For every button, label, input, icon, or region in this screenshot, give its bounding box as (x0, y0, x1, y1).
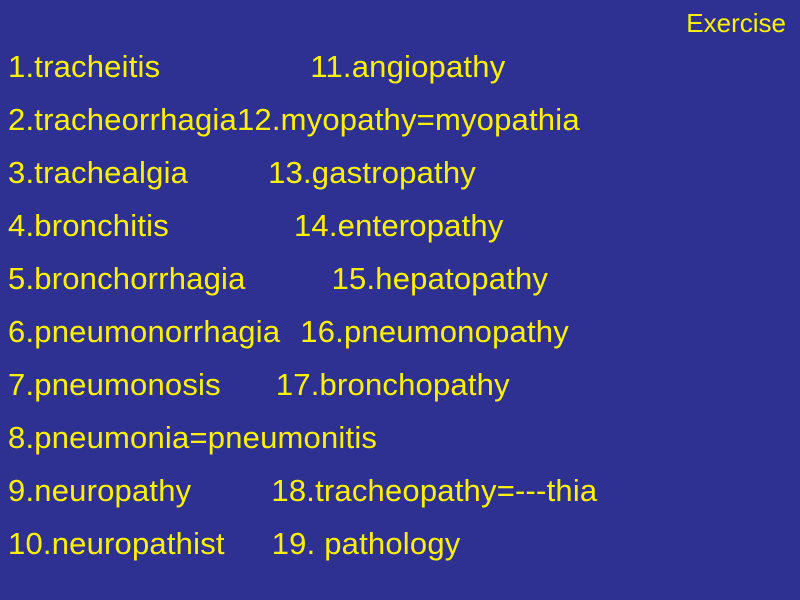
list-row: 7.pneumonosis17.bronchopathy (8, 358, 800, 411)
term-right: 13.gastropathy (268, 146, 476, 199)
list-row: 1.tracheitis11.angiopathy (8, 40, 800, 93)
term-right: 12.myopathy=myopathia (237, 93, 580, 146)
term-right: 14.enteropathy (294, 199, 504, 252)
term-right: 17.bronchopathy (276, 358, 510, 411)
list-row: 10.neuropathist19. pathology (8, 517, 800, 570)
term-left: 2.tracheorrhagia (8, 93, 237, 146)
term-right: 15.hepatopathy (332, 252, 549, 305)
term-left: 10.neuropathist (8, 517, 272, 570)
list-row: 5.bronchorrhagia15.hepatopathy (8, 252, 800, 305)
term-left: 7.pneumonosis (8, 358, 276, 411)
term-left: 8.pneumonia=pneumonitis (8, 411, 377, 464)
list-row: 9.neuropathy18.tracheopathy=---thia (8, 464, 800, 517)
term-left: 6.pneumonorrhagia (8, 305, 300, 358)
term-left: 3.trachealgia (8, 146, 268, 199)
list-row: 6.pneumonorrhagia16.pneumonopathy (8, 305, 800, 358)
term-left: 9.neuropathy (8, 464, 271, 517)
list-row: 3.trachealgia13.gastropathy (8, 146, 800, 199)
term-right: 19. pathology (272, 517, 461, 570)
term-left: 5.bronchorrhagia (8, 252, 332, 305)
term-right: 16.pneumonopathy (300, 305, 569, 358)
list-row: 8.pneumonia=pneumonitis (8, 411, 800, 464)
list-row: 2.tracheorrhagia12.myopathy=myopathia (8, 93, 800, 146)
term-left: 1.tracheitis (8, 40, 310, 93)
term-left: 4.bronchitis (8, 199, 294, 252)
term-list: 1.tracheitis11.angiopathy 2.tracheorrhag… (8, 40, 800, 570)
header-title: Exercise (686, 8, 786, 39)
term-right: 11.angiopathy (310, 40, 505, 93)
term-right: 18.tracheopathy=---thia (271, 464, 597, 517)
list-row: 4.bronchitis14.enteropathy (8, 199, 800, 252)
